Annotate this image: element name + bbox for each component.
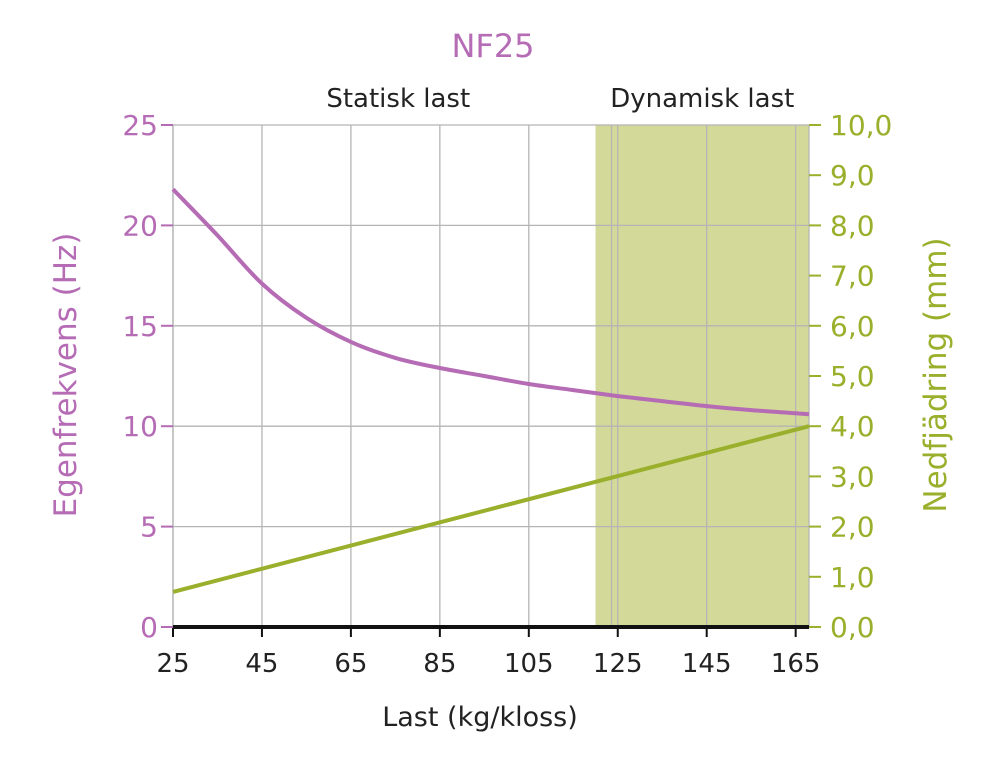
right-axis-ticks: 0,0 1,0 2,0 3,0 4,0 5,0 6,0 7,0 8,0 9,0 10,0 [809,109,892,644]
right-tick-label: 6,0 [830,310,875,343]
region-label-dynamic: Dynamisk last [610,84,794,114]
x-axis-ticks: 25 45 65 85 105 125 145 165 [156,627,820,679]
left-tick-label: 15 [122,310,158,343]
left-axis-ticks: 0 5 10 15 20 25 [122,109,173,644]
left-tick-label: 0 [140,611,158,644]
region-label-static: Statisk last [326,84,470,114]
x-tick-label: 125 [593,649,643,679]
grid [172,124,810,627]
right-axis-label: Nedfjädring (mm) [918,237,954,512]
left-tick-label: 5 [140,511,158,544]
x-tick-label: 85 [423,649,456,679]
x-tick-label: 165 [771,649,821,679]
right-tick-label: 4,0 [830,410,875,443]
x-tick-label: 65 [334,649,367,679]
left-axis-label: Egenfrekvens (Hz) [48,233,84,518]
x-axis-label: Last (kg/kloss) [382,702,578,733]
series-line-frequency [171,187,810,417]
right-tick-label: 0,0 [830,611,875,644]
dynamic-load-region [595,125,809,627]
x-tick-label: 105 [504,649,554,679]
right-tick-label: 5,0 [830,360,875,393]
chart-title: NF25 [451,27,534,65]
right-tick-label: 1,0 [830,561,875,594]
right-tick-label: 8,0 [830,209,875,242]
right-tick-label: 3,0 [830,460,875,493]
x-tick-label: 145 [682,649,732,679]
right-tick-label: 2,0 [830,511,875,544]
series-line-deflection [172,424,810,594]
x-tick-label: 25 [156,649,189,679]
left-tick-label: 20 [122,209,158,242]
left-tick-label: 10 [122,410,158,443]
right-tick-label: 7,0 [830,260,875,293]
x-tick-label: 45 [245,649,278,679]
right-tick-label: 10,0 [830,109,892,142]
left-tick-label: 25 [122,109,158,142]
right-tick-label: 9,0 [830,159,875,192]
